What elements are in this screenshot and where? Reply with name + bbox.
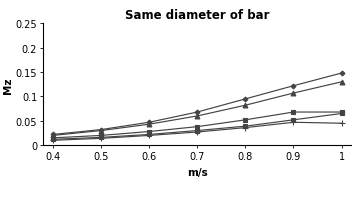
Y-axis label: Mz: Mz [3,77,13,93]
X-axis label: m/s: m/s [187,167,208,177]
Title: Same diameter of bar: Same diameter of bar [125,9,270,22]
